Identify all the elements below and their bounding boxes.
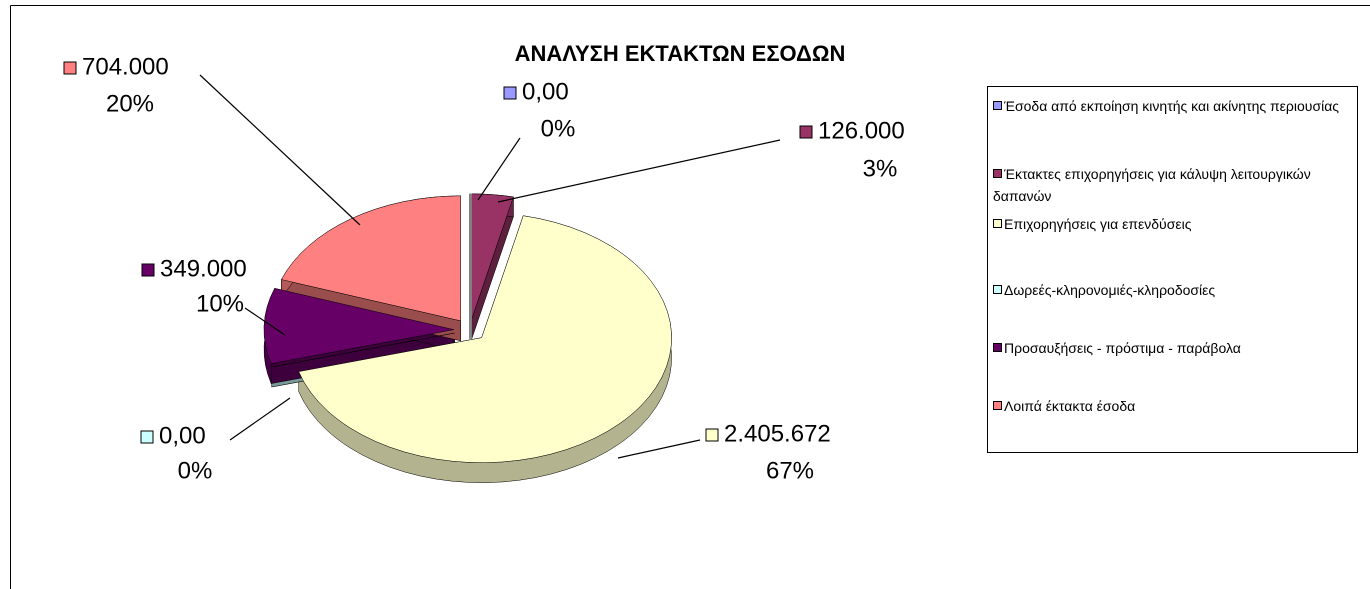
legend: Έσοδα από εκποίηση κινητής και ακίνητης … (987, 86, 1358, 453)
label-key (503, 86, 517, 100)
legend-key (993, 219, 1002, 228)
legend-item: Έκτακτες επιχορηγήσεις για κάλυψη λειτου… (993, 163, 1343, 207)
leader-line (229, 397, 291, 441)
percent-label: 67% (766, 457, 814, 484)
label-key (140, 430, 154, 444)
legend-key (993, 285, 1002, 294)
label-key (141, 263, 155, 277)
percent-label: 3% (863, 155, 898, 182)
slice (281, 195, 461, 322)
legend-label: Προσαυξήσεις - πρόστιμα - παράβολα (1004, 340, 1241, 356)
legend-key (993, 401, 1002, 410)
slice-tops (263, 193, 672, 463)
legend-item: Δωρεές-κληρονομιές-κληροδοσίες (993, 279, 1343, 301)
data-label: 704.000 (82, 53, 169, 80)
leader-line (244, 307, 286, 336)
legend-key (993, 101, 1002, 110)
label-key (799, 125, 813, 139)
data-label: 349.000 (160, 255, 247, 282)
data-label: 2.405.672 (724, 420, 831, 447)
data-label: 0,00 (159, 422, 206, 449)
legend-item: Προσαυξήσεις - πρόστιμα - παράβολα (993, 337, 1343, 359)
data-label: 0,00 (522, 78, 569, 105)
leader-line (477, 137, 521, 201)
legend-key (993, 343, 1002, 352)
percent-label: 20% (106, 90, 154, 117)
legend-item: Λοιπά έκτακτα έσοδα (993, 395, 1343, 417)
percent-label: 10% (196, 290, 244, 317)
leader-line (497, 139, 781, 203)
legend-item: Έσοδα από εκποίηση κινητής και ακίνητης … (993, 95, 1343, 117)
percent-label: 0% (541, 115, 576, 142)
leader-line (199, 74, 361, 226)
slice (298, 215, 672, 463)
label-key (63, 61, 77, 75)
slice (263, 288, 455, 364)
legend-label: Έσοδα από εκποίηση κινητής και ακίνητης … (1004, 98, 1340, 114)
slice (471, 193, 514, 319)
legend-label: Λοιπά έκτακτα έσοδα (1004, 398, 1136, 414)
chart-title: ΑΝΑΛΥΣΗ ΕΚΤΑΚΤΩΝ ΕΣΟΔΩΝ (515, 41, 846, 66)
legend-key (993, 169, 1002, 178)
legend-item: Επιχορηγήσεις για επενδύσεις (993, 213, 1343, 235)
data-label: 126.000 (818, 117, 905, 144)
label-key (705, 428, 719, 442)
legend-label: Δωρεές-κληρονομιές-κληροδοσίες (1004, 282, 1216, 298)
legend-label: Επιχορηγήσεις για επενδύσεις (1004, 216, 1192, 232)
legend-label: Έκτακτες επιχορηγήσεις για κάλυψη λειτου… (993, 166, 1311, 204)
leader-line (617, 439, 701, 459)
percent-label: 0% (178, 457, 213, 484)
